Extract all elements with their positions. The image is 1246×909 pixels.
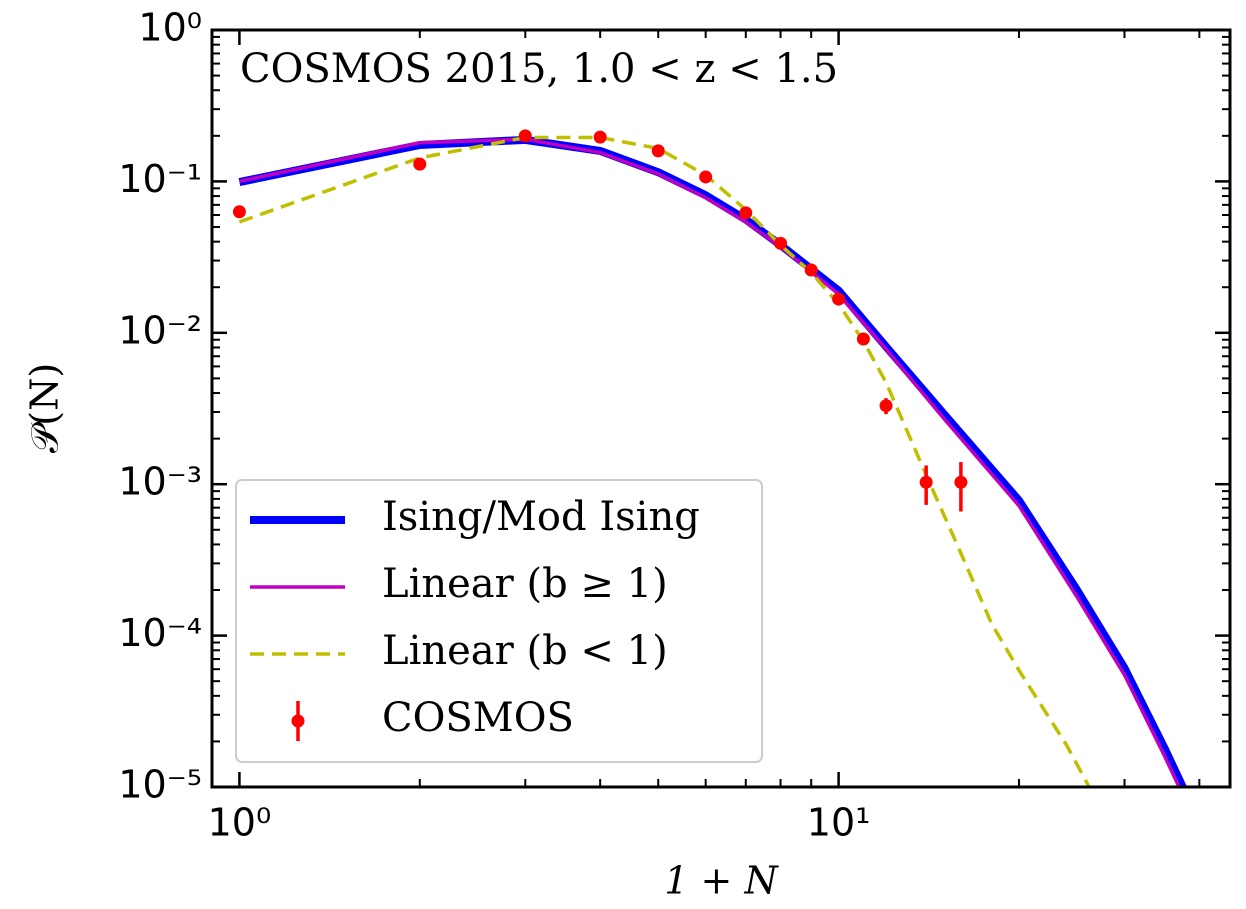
axes-frame	[210, 28, 1232, 789]
y-tick-label: 10⁻³	[118, 460, 202, 504]
y-tick-label: 10⁻⁵	[118, 763, 202, 807]
legend-box	[235, 479, 763, 763]
data-point	[804, 263, 818, 277]
legend-label: Ising/Mod Ising	[382, 494, 700, 540]
data-point	[832, 292, 846, 306]
legend-label: COSMOS	[382, 695, 574, 741]
plot-area	[232, 129, 1188, 787]
legend-label: Linear (b < 1)	[382, 628, 668, 674]
legend: Ising/Mod Ising Linear (b ≥ 1) Linear (b <…	[250, 494, 700, 741]
y-tick-label: 10⁻²	[118, 308, 202, 352]
y-tick-label: 10⁰	[138, 6, 202, 50]
data-point	[774, 236, 788, 250]
legend-label: Linear (b ≥ 1)	[382, 561, 668, 607]
y-tick-label: 10⁻⁴	[118, 611, 202, 655]
y-axis-label: 𝒫(N)	[23, 363, 67, 453]
data-point	[856, 332, 870, 346]
data-point	[879, 399, 893, 413]
x-tick-label: 10¹	[807, 801, 871, 845]
data-point	[919, 475, 933, 489]
data-point	[699, 170, 713, 184]
legend-marker	[291, 714, 305, 728]
x-axis-label: 1 + N	[664, 859, 779, 903]
data-point	[651, 144, 665, 158]
data-point	[413, 157, 427, 171]
data-point	[518, 129, 532, 143]
data-point	[954, 475, 968, 489]
data-point	[593, 130, 607, 144]
x-tick-label: 10⁰	[208, 801, 272, 845]
line-series	[238, 135, 1092, 787]
data-point	[739, 206, 753, 220]
annotation: COSMOS 2015, 1.0 < z < 1.5	[240, 46, 838, 92]
data-point	[232, 205, 246, 219]
y-tick-label: 10⁻¹	[118, 157, 202, 201]
